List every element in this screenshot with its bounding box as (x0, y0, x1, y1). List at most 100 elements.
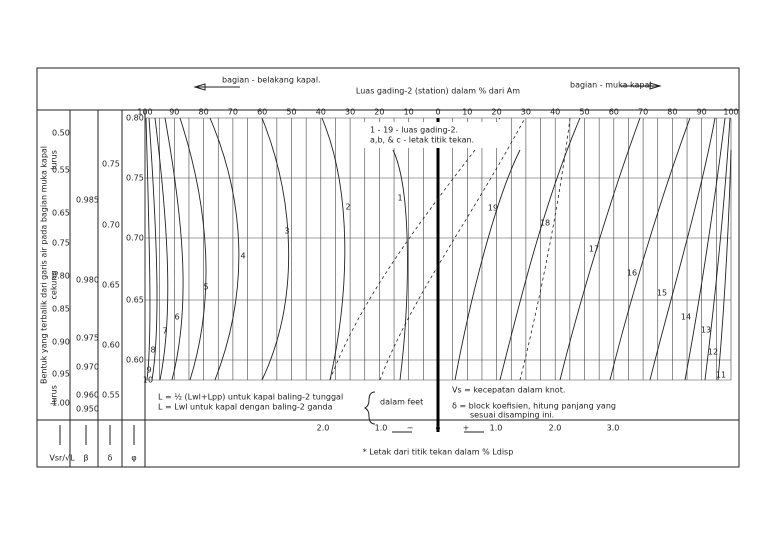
caption: * Letak dari titik tekan dalam % Ldisp (363, 448, 514, 457)
curve (148, 117, 158, 381)
curve (649, 117, 716, 381)
legend-text: a,b, & c - letak titik tekan. (370, 136, 474, 145)
scale-label: 0.55 (102, 391, 120, 400)
bottom-scale-label: o (436, 424, 441, 433)
curve-label: 12 (708, 348, 718, 357)
curve (609, 117, 691, 381)
curve-label: 11 (716, 371, 726, 380)
top-scale-label: 100 (137, 108, 152, 117)
curve (392, 149, 408, 381)
curve (145, 117, 151, 381)
curve (684, 117, 726, 381)
left-note: lurus (50, 150, 59, 170)
dashed-curve (379, 117, 526, 381)
curve (499, 117, 581, 381)
curve (321, 117, 346, 381)
top-scale-label: 20 (492, 108, 502, 117)
column-title: δ (108, 454, 113, 463)
curve (154, 117, 169, 381)
curve-label: 1 (397, 194, 402, 203)
curve (704, 117, 731, 381)
scale-label: 0.980 (76, 276, 99, 285)
left-caption: Bentuk yang terbalik dari garis air pada… (40, 146, 49, 384)
note: L = Lwl untuk kapal dengan baling-2 gand… (158, 403, 333, 412)
scale-label: 0.975 (76, 334, 99, 343)
scale-label: 0.960 (76, 391, 99, 400)
curve-label: 9 (146, 366, 151, 375)
legend-box (362, 122, 502, 148)
scale-label: 0.55 (52, 166, 70, 175)
curve-label: 4 (240, 252, 245, 261)
curve (559, 117, 641, 381)
scale-label: 0.75 (52, 239, 70, 248)
curve (261, 117, 290, 381)
bottom-scale-label: 2.0 (549, 424, 562, 433)
header-title: Luas gading-2 (station) dalam % dari Am (356, 87, 520, 96)
curve-label: 6 (174, 313, 179, 322)
top-scale-label: 0 (435, 108, 440, 117)
scale-label: 0.970 (76, 363, 99, 372)
note: L = ½ (Lwl+Lpp) untuk kapal baling-2 tun… (158, 393, 343, 402)
top-scale-label: 50 (579, 108, 589, 117)
aft-label: bagian - belakang kapal. (222, 76, 321, 85)
top-scale-label: 30 (521, 108, 531, 117)
left-note: lurus (50, 385, 59, 405)
top-scale-label: 90 (169, 108, 179, 117)
top-scale-label: 80 (667, 108, 677, 117)
curve (164, 117, 184, 381)
scale-label: 0.70 (126, 234, 144, 243)
top-scale-label: 90 (697, 108, 707, 117)
curve-label: 3 (284, 227, 289, 236)
top-scale-label: 100 (723, 108, 738, 117)
top-scale-label: 50 (286, 108, 296, 117)
curve-label: 10 (143, 376, 153, 385)
curve-label: 2 (345, 203, 350, 212)
top-scale-label: 40 (550, 108, 560, 117)
top-scale-label: 60 (609, 108, 619, 117)
scale-label: 0.50 (52, 129, 70, 138)
scale-label: 0.985 (76, 196, 99, 205)
curve (179, 117, 207, 381)
scale-label: 0.60 (102, 341, 120, 350)
top-scale-label: 10 (404, 108, 414, 117)
curve (717, 149, 732, 381)
top-scale-label: 80 (199, 108, 209, 117)
scale-label: 0.90 (52, 338, 70, 347)
note: δ = block koefisien, hitung panjang yang (452, 402, 616, 411)
column-title: Vsr/√L (49, 454, 75, 463)
scale-label: 0.80 (52, 272, 70, 281)
scale-label: 0.65 (126, 296, 144, 305)
curve-label: 14 (681, 313, 691, 322)
top-scale-label: 10 (462, 108, 472, 117)
bottom-scale-label: 1.0 (375, 424, 388, 433)
scale-label: 0.65 (52, 209, 70, 218)
dashed-curve (329, 117, 501, 381)
curve-label: 18 (540, 219, 550, 228)
frame (36, 67, 740, 468)
scale-label: 0.950 (76, 405, 99, 414)
top-scale-label: 20 (374, 108, 384, 117)
scale-label: 0.65 (102, 281, 120, 290)
scale-label: 0.75 (102, 160, 120, 169)
scale-label: 0.80 (126, 114, 144, 123)
fore-label: bagian - muka kapal. (570, 81, 654, 90)
grid (144, 117, 732, 381)
note: Vs = kecepatan dalam knot. (452, 386, 565, 395)
bottom-scale-label: 2.0 (317, 424, 330, 433)
arrows (59, 425, 484, 445)
curve-label: 16 (627, 269, 637, 278)
curve-label: 13 (701, 326, 711, 335)
curve-label: 8 (150, 346, 155, 355)
curve-label: 7 (162, 327, 167, 336)
curves (145, 117, 732, 381)
top-scale-label: 70 (228, 108, 238, 117)
curve-label: 15 (657, 289, 667, 298)
scale-label: 0.95 (52, 370, 70, 379)
scale-label: 0.70 (102, 221, 120, 230)
bottom-scale-label: 3.0 (607, 424, 620, 433)
curve-label: 5 (203, 283, 208, 292)
top-scale-label: 40 (316, 108, 326, 117)
legend-text: 1 - 19 - luas gading-2. (370, 126, 458, 135)
left-note: cekung (50, 271, 59, 300)
